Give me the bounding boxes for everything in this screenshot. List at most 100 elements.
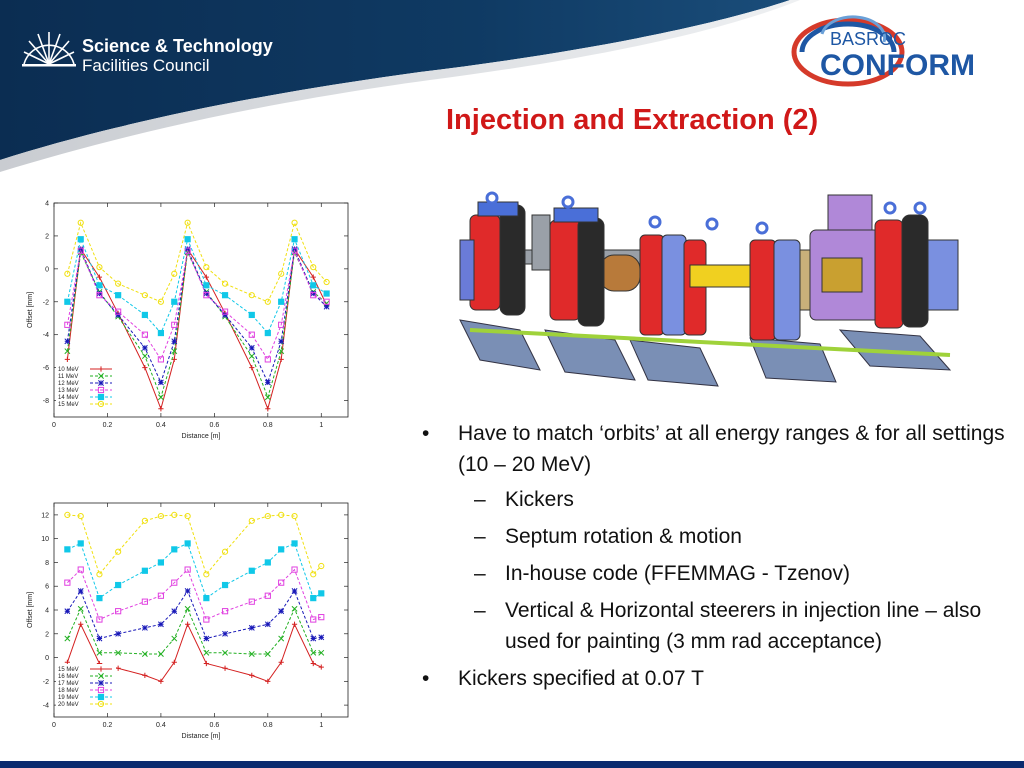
data-point	[184, 236, 191, 243]
data-point	[221, 581, 229, 589]
data-point	[203, 660, 209, 667]
sub-bullet-marker: –	[474, 599, 486, 622]
legend-label: 13 MeV	[58, 388, 79, 394]
data-point	[77, 605, 84, 612]
data-point	[171, 511, 178, 518]
bullet-item: • Kickers specified at 0.07 T	[420, 663, 1010, 694]
data-point	[318, 562, 325, 570]
data-point	[265, 406, 271, 412]
data-point	[184, 588, 191, 594]
series-group	[64, 511, 325, 578]
chart-offset-10-15mev: 0 0.2 0.4 0.6 0.8 1 -8 -6 -4 -2 0 2 4 Distance [m] Off…	[22, 195, 374, 445]
data-point	[248, 331, 255, 338]
data-point	[97, 386, 105, 394]
series-group	[64, 236, 330, 337]
sub-bullet-text: Kickers	[505, 488, 574, 511]
data-point	[278, 338, 285, 345]
data-point	[264, 559, 271, 566]
sub-bullet-item: – In-house code (FFEMMAG - Tzenov)	[420, 558, 1010, 589]
data-point	[157, 356, 165, 363]
y-tick-label: -4	[43, 703, 49, 710]
data-point	[141, 517, 148, 524]
data-point	[291, 246, 298, 253]
data-point	[310, 264, 317, 271]
data-point	[64, 298, 71, 305]
data-point	[264, 592, 271, 599]
data-point	[96, 649, 103, 656]
data-point	[278, 511, 285, 518]
data-point	[96, 571, 103, 578]
data-point	[77, 236, 84, 243]
data-point	[278, 608, 285, 615]
data-point	[97, 700, 105, 708]
data-point	[221, 608, 229, 615]
data-point	[98, 380, 104, 386]
data-point	[96, 292, 103, 299]
y-tick-label: 0	[45, 266, 49, 273]
data-point	[115, 308, 122, 315]
data-point	[291, 247, 298, 254]
data-point	[141, 353, 148, 360]
data-point	[310, 282, 317, 289]
data-point	[98, 673, 104, 679]
x-axis-label: Distance [m]	[182, 433, 221, 440]
data-point	[98, 366, 104, 372]
y-tick-label: -6	[43, 365, 49, 372]
data-point	[248, 517, 255, 524]
x-tick-label: 1	[319, 422, 323, 429]
data-point	[115, 608, 122, 615]
data-point	[291, 621, 298, 627]
x-tick-label: 0.8	[263, 422, 273, 429]
data-point	[248, 598, 255, 605]
conform-swirl-icon: BASROC CONFORM	[791, 15, 975, 87]
data-point	[264, 394, 271, 401]
data-point	[96, 274, 103, 280]
bullet-marker: •	[422, 667, 430, 690]
y-tick-label: 8	[45, 560, 49, 567]
data-point	[310, 616, 317, 623]
org-name-line2: Facilities Council	[82, 56, 210, 75]
data-point	[203, 282, 210, 289]
data-point	[97, 686, 105, 694]
data-point	[291, 540, 298, 547]
data-point	[98, 666, 104, 672]
data-point	[291, 512, 298, 520]
data-point	[157, 592, 165, 599]
series-group	[64, 566, 325, 623]
data-point	[310, 660, 316, 667]
data-point	[222, 665, 228, 671]
data-point	[157, 394, 164, 401]
chart-svg: 0 0.2 0.4 0.6 0.8 1 -8 -6 -4 -2 0 2 4 Distance [m] Off…	[27, 201, 349, 440]
data-point	[203, 595, 210, 602]
bullet-text: Have to match ‘orbits’ at all energy ran…	[458, 422, 1005, 476]
series-line	[66, 248, 327, 361]
series-group	[64, 247, 330, 363]
legend-label: 18 MeV	[58, 688, 79, 694]
partner-top-text: BASROC	[830, 29, 906, 49]
data-point	[97, 400, 105, 408]
data-point	[310, 595, 317, 602]
data-point	[248, 311, 255, 319]
data-point	[248, 292, 255, 299]
data-point	[171, 298, 178, 305]
data-point	[264, 298, 271, 305]
data-point	[184, 566, 191, 573]
data-point	[115, 581, 122, 589]
injection-extraction-magnets-illustration	[450, 180, 974, 392]
data-point	[171, 338, 178, 345]
data-point	[184, 540, 191, 547]
data-point	[64, 356, 70, 362]
data-point	[141, 292, 148, 299]
sub-bullet-marker: –	[474, 562, 486, 585]
data-point	[221, 280, 229, 287]
data-point	[171, 270, 178, 277]
data-point	[97, 693, 105, 701]
data-point	[264, 621, 271, 628]
data-point	[115, 311, 122, 318]
data-point	[248, 567, 255, 574]
data-point	[203, 264, 210, 271]
data-point	[77, 588, 84, 594]
data-point	[141, 651, 148, 657]
y-tick-label: -2	[43, 679, 49, 686]
